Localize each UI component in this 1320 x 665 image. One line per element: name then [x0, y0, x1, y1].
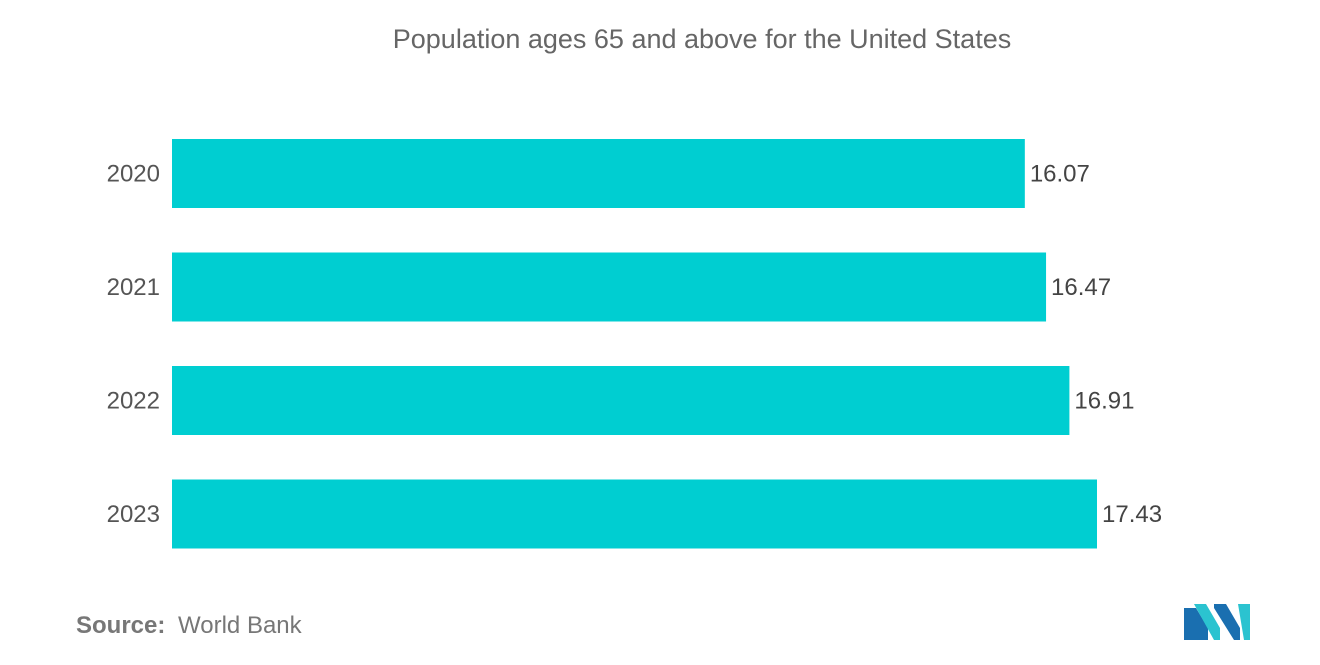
category-label-2021: 2021 — [107, 274, 160, 301]
value-label-2023: 17.43 — [1102, 501, 1162, 528]
category-label-2023: 2023 — [107, 501, 160, 528]
source-name: World Bank — [178, 612, 302, 639]
value-label-2021: 16.47 — [1051, 274, 1111, 301]
value-label-2020: 16.07 — [1030, 161, 1090, 188]
bar-2020 — [172, 139, 1025, 208]
category-label-2020: 2020 — [107, 161, 160, 188]
brand-logo-icon — [1184, 604, 1250, 640]
source-note: Source: World Bank — [76, 612, 302, 640]
value-label-2022: 16.91 — [1074, 388, 1134, 415]
category-label-2022: 2022 — [107, 388, 160, 415]
bar-2021 — [172, 252, 1047, 322]
chart-title: Population ages 65 and above for the Uni… — [392, 24, 1012, 54]
bar-2022 — [172, 366, 1070, 435]
bar-2023 — [172, 479, 1097, 549]
source-prefix: Source: — [76, 612, 166, 639]
bars-group: 2020 16.07 2021 16.47 2022 16.91 2023 17.43 — [107, 139, 1162, 549]
